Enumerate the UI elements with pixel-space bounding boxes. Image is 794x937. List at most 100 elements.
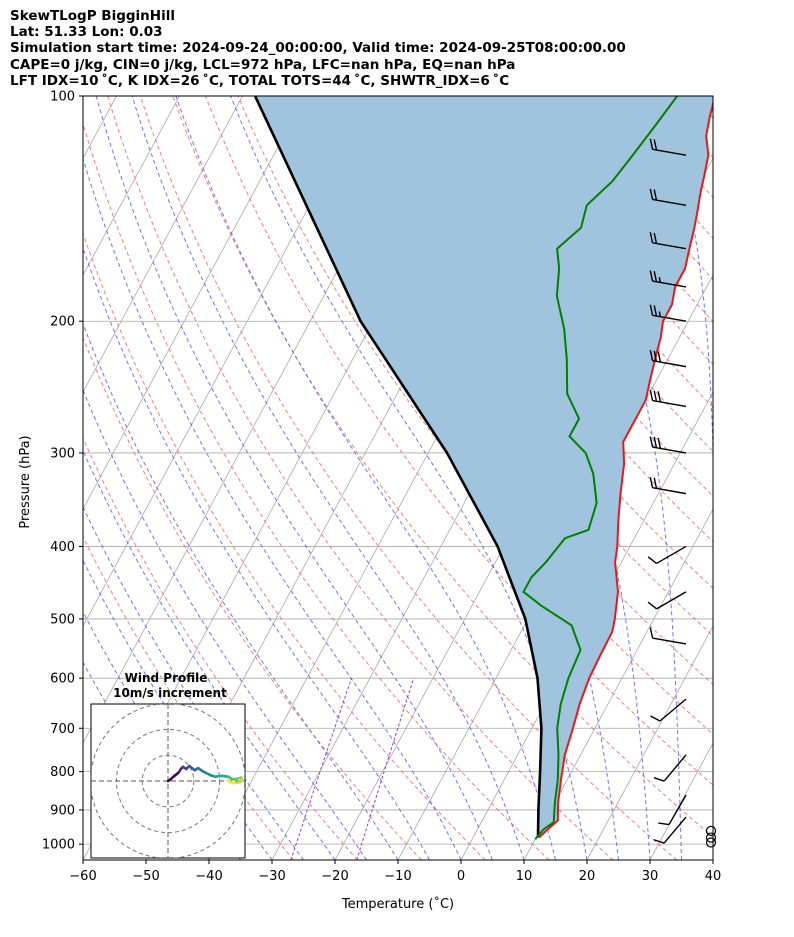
dry-adiabat-line [694,96,713,119]
wind-barb-shaft [659,698,687,722]
x-tick-label: −50 [132,869,159,884]
isotherm-line [83,96,180,276]
moist-adiabat-line [83,246,430,860]
temperature-line [538,99,713,839]
inset-subtitle: 10m/s increment [113,686,227,700]
isotherm-line [460,391,713,860]
wind-barb-shaft [652,446,687,454]
dry-adiabat-line [83,436,358,860]
x-tick-label: 40 [705,869,722,884]
dry-adiabat-line [83,535,294,860]
wind-barb-shaft [652,637,687,645]
wind-barb-halfflag [658,277,662,283]
wind-barb-flag [649,627,654,639]
moist-adiabat-line [175,96,556,860]
wind-barb [649,436,687,454]
wind-barb-flag [649,304,654,316]
x-tick-label: −40 [195,869,222,884]
y-tick-label: 300 [50,446,75,461]
wind-barb [653,816,687,844]
moist-adiabat-line [83,156,462,860]
wind-barb-flag [658,822,670,826]
chart-title-line2: Lat: 51.33 Lon: 0.03 [10,24,163,40]
wind-barb-shaft [652,487,687,495]
wind-barb-flag [653,839,665,844]
wind-barbs [647,138,717,848]
wind-barb [649,188,687,207]
chart-title-line3: Simulation start time: 2024-09-24_00:00:… [10,40,626,56]
wind-barb-flag [647,556,657,564]
x-tick-label: −30 [258,869,285,884]
wind-barb [650,698,687,722]
wind-barb-calm [705,837,717,848]
dry-adiabat-line [172,96,713,838]
mixing-ratio-line [290,678,352,860]
wind-barb [649,627,687,645]
wind-barb [649,304,687,322]
y-tick-label: 600 [50,672,75,687]
isotherm-line [83,96,369,627]
wind-barb-flag [653,390,658,402]
y-tick-label: 900 [50,803,75,818]
isotherm-line [712,859,713,860]
wind-barb-shaft [652,242,687,250]
moist-adiabat-line [230,96,588,860]
parcel-profile-line [253,96,543,838]
wind-profile-inset: Wind Profile 10m/s increment [90,671,246,859]
x-tick-label: 0 [457,869,465,884]
inset-title: Wind Profile [125,671,208,685]
y-tick-label: 100 [50,90,75,105]
dewpoint-line [522,96,679,840]
wind-barb-shaft [652,399,687,408]
wind-barb-flag [657,437,662,449]
wind-barb [649,389,687,408]
moist-adiabat-line [83,505,304,860]
axis-ticks: −60 −50 −40 −30 −20 −10 0 10 20 30 40 1000 900 800 700… [42,90,721,885]
wind-barb-flag [649,232,654,243]
dry-adiabat-line [237,96,713,735]
wind-barb-flag [653,437,658,448]
cape-cin-shading [255,96,713,838]
chart-title-line5: LFT IDX=10 ˚C, K IDX=26 ˚C, TOTAL TOTS=4… [10,73,510,89]
data-lines [253,96,713,840]
chart-title-line1: SkewTLogP BigginHill [10,8,175,24]
wind-barb-flag [649,436,654,448]
y-tick-label: 1000 [42,838,75,853]
isotherm-line [586,625,713,860]
wind-barb [653,754,687,782]
wind-barb-shaft [663,816,687,844]
isotherm-line [83,96,306,510]
wind-barb-flag [649,389,654,401]
x-tick-label: 30 [642,869,659,884]
wind-barb [649,232,687,250]
moist-adiabat-line [83,449,336,860]
hodograph-segment [226,778,232,784]
wind-barb-shaft [652,360,687,368]
wind-barb-flag [653,350,658,362]
wind-barb [649,138,687,156]
y-tick-label: 700 [50,722,75,737]
isotherm-line [83,96,243,393]
wind-barb-flag [653,305,658,317]
wind-barb-shaft [652,148,687,156]
wind-barb-flag [649,188,654,200]
moist-adiabat-line [83,389,367,860]
wind-barb [649,350,687,368]
wind-barb [647,545,687,565]
wind-barb-flag [649,138,654,150]
wind-barb-shaft [668,794,687,825]
wind-barb-shaft [656,545,687,565]
isotherm-line [776,96,794,860]
wind-barb-shaft [652,198,687,207]
wind-barb-flag [653,271,658,282]
y-tick-label: 800 [50,765,75,780]
wind-barb-flag [647,601,657,610]
mixing-ratio-line [356,678,415,860]
wind-barb-flag [653,477,658,489]
y-tick-label: 200 [50,315,75,330]
wind-barb-shaft [656,591,687,610]
wind-barb-shaft [663,754,687,782]
wind-barb-halfflag [658,311,662,317]
wind-barb-flag [649,350,654,361]
